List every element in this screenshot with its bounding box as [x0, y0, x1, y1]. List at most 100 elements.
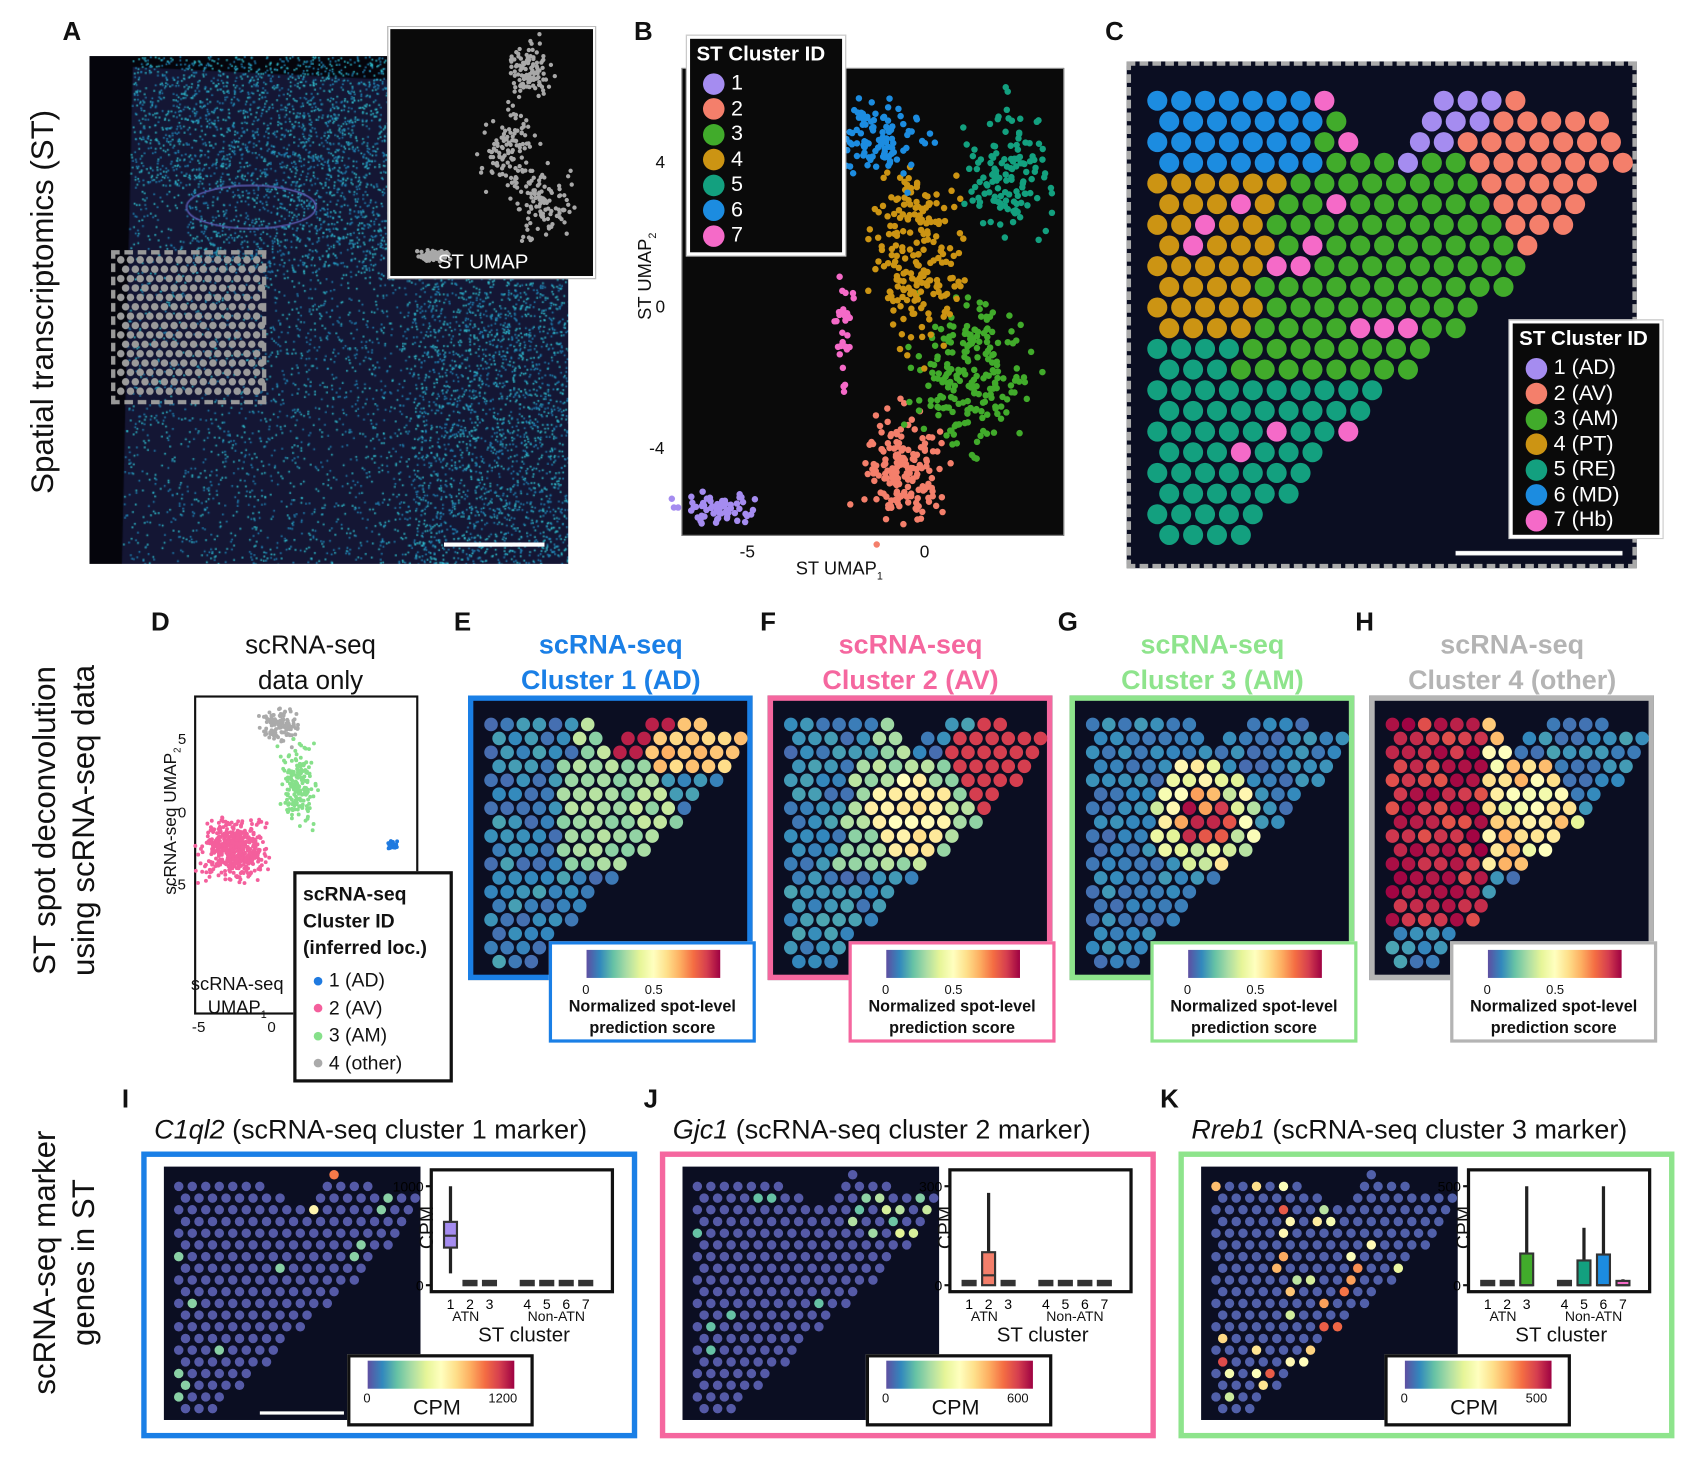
legend-item-label: 3	[731, 122, 744, 146]
legend-item: 4	[702, 147, 743, 172]
prediction-spot	[864, 857, 879, 871]
expression-spot	[268, 1275, 279, 1285]
umap-point	[949, 441, 956, 448]
prediction-spot	[725, 745, 740, 760]
prediction-spot	[848, 801, 863, 815]
expression-spot	[726, 1357, 736, 1367]
expression-spot	[248, 1333, 258, 1344]
prediction-spot	[1085, 773, 1100, 788]
expression-spot	[1434, 1216, 1444, 1227]
expression-spot	[719, 1251, 730, 1262]
st-spot	[1505, 214, 1526, 235]
expression-spot	[1305, 1228, 1316, 1238]
prediction-spot	[792, 871, 806, 885]
x-axis-label-line: scRNA-seq	[190, 973, 284, 995]
prediction-spot	[645, 717, 659, 732]
x-tick: 2	[1503, 1296, 1511, 1312]
prediction-spot	[1126, 843, 1140, 857]
prediction-spot	[832, 885, 846, 899]
prediction-spot	[872, 871, 887, 885]
st-spot	[204, 274, 212, 283]
expression-spot	[261, 1333, 272, 1344]
prediction-spot	[564, 829, 579, 843]
prediction-spot	[1126, 926, 1140, 941]
umap-point	[448, 257, 453, 262]
expression-spot	[760, 1205, 770, 1215]
expression-spot	[302, 1263, 312, 1274]
st-spot	[1433, 214, 1454, 235]
prediction-spot	[1142, 731, 1156, 746]
st-spot	[1481, 132, 1502, 153]
expression-spot	[1265, 1251, 1275, 1262]
prediction-spot	[1514, 829, 1529, 843]
umap-point	[271, 718, 276, 722]
expression-spot	[1278, 1228, 1289, 1238]
prediction-spot	[1246, 829, 1261, 843]
prediction-spot	[1442, 815, 1456, 829]
expression-spot	[187, 1228, 197, 1238]
x-tick: 6	[562, 1296, 570, 1312]
expression-spot	[282, 1298, 292, 1309]
st-spot	[1171, 380, 1192, 401]
st-spot	[238, 265, 246, 274]
row-label-line: genes in ST	[66, 1179, 102, 1347]
umap-point	[919, 508, 926, 516]
st-spot	[1529, 173, 1550, 194]
st-spot	[1469, 276, 1490, 297]
st-spot	[218, 265, 227, 274]
st-spot	[1493, 111, 1514, 132]
st-spot	[121, 378, 130, 386]
prediction-spot	[1126, 787, 1140, 801]
umap-point	[930, 238, 937, 246]
umap-point	[428, 255, 433, 261]
st-spot	[1445, 111, 1466, 132]
umap-point	[961, 353, 968, 361]
umap-point	[242, 828, 247, 833]
expression-spot	[396, 1216, 407, 1227]
prediction-spot	[1466, 912, 1480, 927]
st-spot	[189, 302, 198, 311]
prediction-spot	[500, 745, 514, 760]
prediction-spot	[1401, 857, 1416, 871]
umap-point	[712, 519, 720, 526]
prediction-spot	[1546, 829, 1561, 843]
st-spot	[150, 378, 159, 386]
st-spot	[1183, 111, 1204, 132]
prediction-spot	[1587, 787, 1601, 801]
expression-spot	[1427, 1205, 1437, 1215]
umap-point	[234, 844, 238, 849]
prediction-spot	[1393, 954, 1408, 969]
st-spot	[1577, 173, 1598, 194]
x-axis-label: scRNA-seq UMAP1	[183, 973, 291, 1028]
st-spot	[1183, 524, 1204, 545]
st-spot	[1350, 152, 1371, 173]
st-spot	[1171, 421, 1192, 442]
boxplot-box	[1096, 1279, 1112, 1287]
prediction-spot	[1425, 871, 1440, 885]
expression-spot	[1272, 1357, 1282, 1367]
st-spot	[1517, 235, 1538, 256]
umap-point	[939, 508, 946, 516]
prediction-spot	[1506, 759, 1521, 774]
st-spot	[252, 312, 261, 320]
expression-spot	[180, 1380, 191, 1390]
st-spot	[1409, 214, 1430, 235]
umap-point	[509, 59, 514, 64]
expression-spot	[383, 1216, 393, 1227]
legend-title-line: (inferred loc.)	[302, 936, 427, 959]
st-spot	[180, 302, 188, 311]
umap-point	[880, 135, 887, 142]
umap-point	[960, 124, 967, 131]
prediction-spot	[532, 940, 547, 955]
umap-point	[859, 121, 866, 129]
prediction-spot	[588, 871, 603, 885]
prediction-spot	[1595, 773, 1609, 788]
st-spot	[1445, 276, 1466, 297]
prediction-spot	[1393, 899, 1408, 913]
expression-spot	[329, 1169, 339, 1180]
umap-point	[249, 827, 254, 832]
prediction-spot	[1458, 899, 1472, 913]
boxplot-box	[481, 1279, 498, 1287]
umap-point	[898, 433, 905, 440]
umap-point	[539, 84, 545, 89]
